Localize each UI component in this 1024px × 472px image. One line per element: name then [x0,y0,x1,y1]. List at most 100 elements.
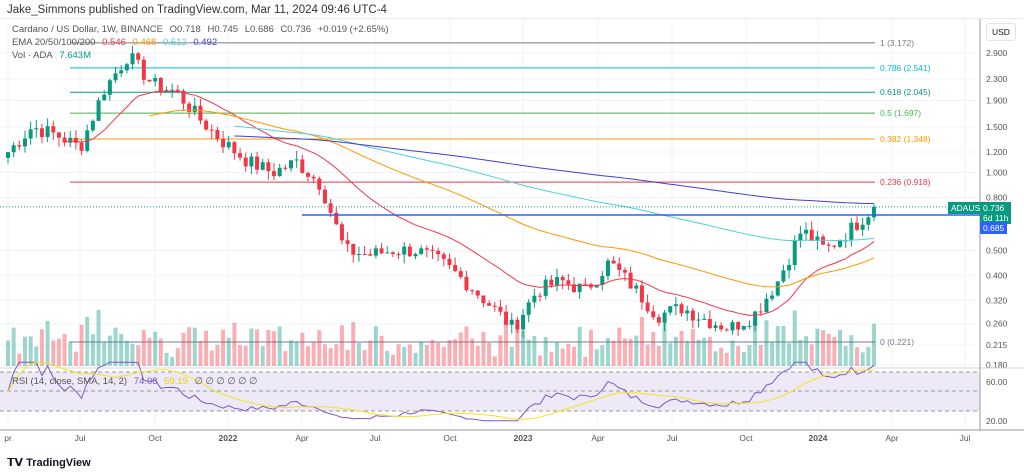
candle [424,248,429,250]
candle [351,243,356,255]
publish-info: Jake_Simmons published on TradingView.co… [7,4,387,16]
price-tick: 0.400 [986,270,1008,280]
candle [181,90,186,104]
volume-bar [855,347,859,366]
volume-bar [770,342,775,366]
volume-bar [255,329,260,366]
candle [73,137,78,143]
volume-bar [566,343,571,366]
volume-bar [804,336,809,366]
volume-bar [11,327,16,366]
ema50-line [149,109,875,288]
candle [804,229,809,234]
candle [611,260,616,264]
volume-legend[interactable]: Vol · ADA 7.643M [12,50,95,61]
volume-bar [838,329,843,366]
volume-bar [164,352,169,366]
volume-bar [322,344,327,366]
last-price: 0.736 [983,203,1005,213]
candle [713,325,718,329]
price-tick: 0.800 [986,193,1008,203]
tv-logo-icon: 𝗧𝗩 [7,457,27,469]
tradingview-logo[interactable]: 𝗧𝗩 TradingView [7,456,91,469]
candle [668,306,673,313]
volume-bar [373,326,378,366]
ema100-value: 0.512 [162,37,187,48]
volume-bar [289,340,293,366]
candle [673,304,678,307]
currency-button[interactable]: USD [986,23,1016,41]
volume-bar [221,329,226,366]
volume-bar [821,330,826,366]
candle [764,298,769,313]
volume-bar [866,346,871,366]
volume-bar [753,320,758,366]
volume-bar [860,352,865,366]
fib-label: 1 (3.172) [880,38,914,48]
candle [56,132,61,138]
volume-bar [594,349,599,366]
candle [232,142,237,154]
candle [498,306,503,312]
candle [521,314,526,330]
candle [119,70,124,74]
candle [504,311,509,325]
volume-bar [475,345,480,366]
candle [272,171,277,177]
candle [238,153,243,158]
volume-bar [538,355,543,366]
time-tick: Oct [443,433,457,443]
rsi-legend[interactable]: RSI (14, close, SMA, 14, 2) 74.08 69.19 … [12,376,261,387]
volume-bar [85,316,90,366]
volume-bar [798,339,803,366]
volume-bar [572,346,576,366]
volume-bar [28,336,33,366]
volume-bar [549,351,554,366]
candle [164,89,169,92]
volume-bar [266,330,271,366]
volume-bar [34,346,39,366]
candle [147,79,152,82]
candle [96,100,101,121]
volume-bar [702,337,707,366]
candle [136,53,141,60]
volume-bar [351,322,356,366]
ema-legend[interactable]: EMA 20/50/100/200 0.546 0.468 0.512 0.49… [12,37,221,48]
chart-frame[interactable] [0,18,1024,444]
candle [838,240,843,247]
candle [707,318,712,329]
candle [22,138,27,147]
candle [322,189,327,204]
volume-bar [51,340,56,366]
candle [305,172,310,177]
candle [334,212,339,225]
candle [249,156,254,167]
volume-bar [498,335,503,366]
volume-bar [56,338,61,366]
candle [124,64,129,71]
close: C0.736 [280,24,312,35]
candle [221,138,226,148]
candle [583,283,588,285]
ema200-line [234,135,874,205]
fib-label: 0.236 (0.918) [880,177,931,187]
time-tick: 2024 [809,433,828,443]
volume-bar [441,346,446,366]
volume-bar [413,352,418,366]
candle [255,156,260,170]
time-tick: Jul [667,433,678,443]
candle [339,224,344,241]
candle [198,105,203,121]
ema20-line [64,90,875,316]
volume-bar [532,335,537,366]
volume-bar [334,344,339,366]
volume-bar [419,341,424,366]
candle [622,269,627,273]
volume-bar [651,331,656,366]
time-tick: Oct [739,433,753,443]
volume-bar [113,327,118,366]
price-tick: 0.320 [986,295,1008,305]
candle [758,311,763,313]
volume-bar [656,345,661,366]
